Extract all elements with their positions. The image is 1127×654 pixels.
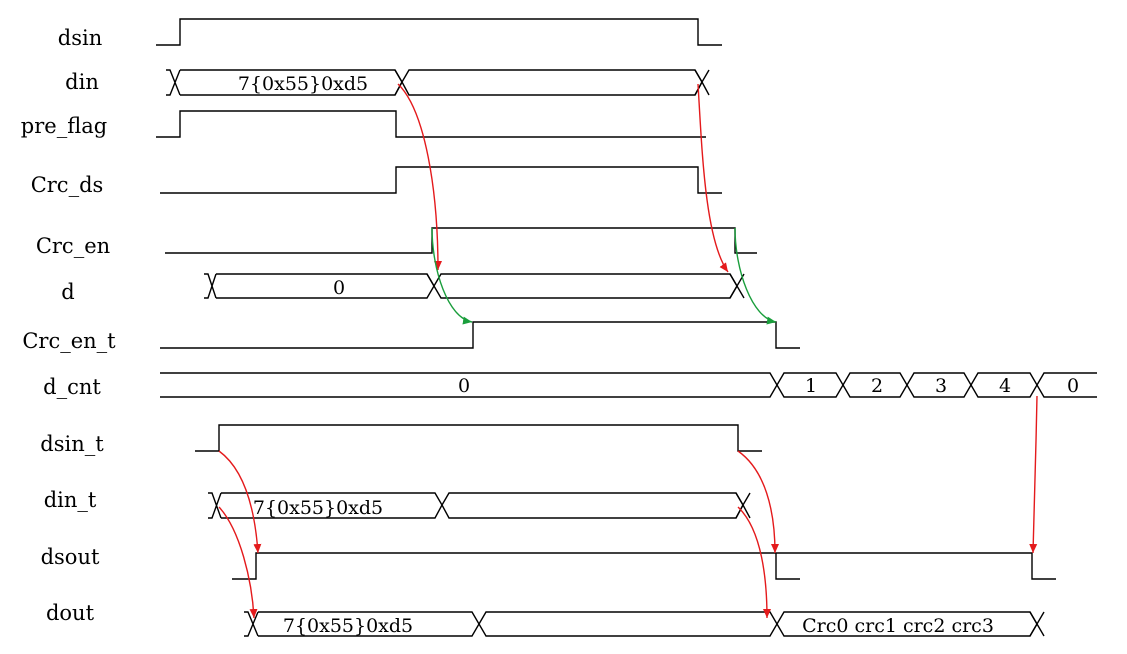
din-value: 7{0x55}0xd5: [238, 73, 368, 95]
green-arrow: [734, 227, 777, 325]
causal-arrows-green: [431, 227, 777, 325]
green-arrow: [431, 227, 473, 325]
signal-label-crc-en-t: Crc_en_t: [22, 329, 116, 353]
d-cnt-value: 2: [871, 375, 883, 397]
signal-label-dsout: dsout: [41, 545, 100, 569]
red-arrow: [737, 450, 779, 554]
red-arrow: [397, 83, 442, 271]
dsin-t-waveform: [195, 424, 762, 452]
crc-ds-waveform: [160, 166, 722, 194]
signal-label-crc-ds: Crc_ds: [31, 173, 104, 197]
signal-label-d: d: [61, 280, 74, 304]
signal-label-din-t: din_t: [44, 488, 97, 512]
dsout-waveform: [232, 552, 1056, 580]
signal-label-dsin-t: dsin_t: [40, 432, 104, 456]
dout-crc-value: Crc0 crc1 crc2 crc3: [802, 615, 994, 637]
d-cnt-value: 0: [458, 375, 470, 397]
signal-label-dsin: dsin: [58, 26, 102, 50]
red-arrow: [218, 506, 258, 619]
d-bus: 0: [204, 273, 745, 299]
causal-arrows-red: [218, 83, 1038, 619]
signal-label-pre-flag: pre_flag: [21, 114, 107, 138]
d-cnt-bus: 0 1 2 3 4 0: [160, 372, 1097, 398]
din-t-bus: 7{0x55}0xd5: [208, 492, 751, 519]
signal-label-din: din: [65, 70, 99, 94]
red-arrow: [1029, 395, 1038, 554]
dout-value: 7{0x55}0xd5: [283, 615, 413, 637]
dsin-waveform: [156, 18, 722, 46]
red-arrow: [697, 83, 729, 273]
din-bus: 7{0x55}0xd5: [166, 69, 710, 96]
d-cnt-value: 1: [805, 375, 817, 397]
d-cnt-value: 3: [935, 375, 947, 397]
red-arrow: [737, 506, 771, 619]
red-arrow: [218, 450, 262, 554]
crc-en-t-waveform: [160, 321, 800, 349]
signal-label-dout: dout: [46, 601, 95, 625]
din-t-value: 7{0x55}0xd5: [253, 497, 383, 519]
dout-bus: 7{0x55}0xd5 Crc0 crc1 crc2 crc3: [244, 611, 1045, 637]
pre-flag-waveform: [156, 110, 706, 138]
signal-label-crc-en: Crc_en: [36, 234, 110, 258]
d-value: 0: [333, 277, 345, 299]
d-cnt-value: 0: [1067, 375, 1079, 397]
d-cnt-value: 4: [999, 375, 1011, 397]
signal-label-d-cnt: d_cnt: [43, 375, 101, 399]
crc-en-waveform: [165, 227, 757, 254]
